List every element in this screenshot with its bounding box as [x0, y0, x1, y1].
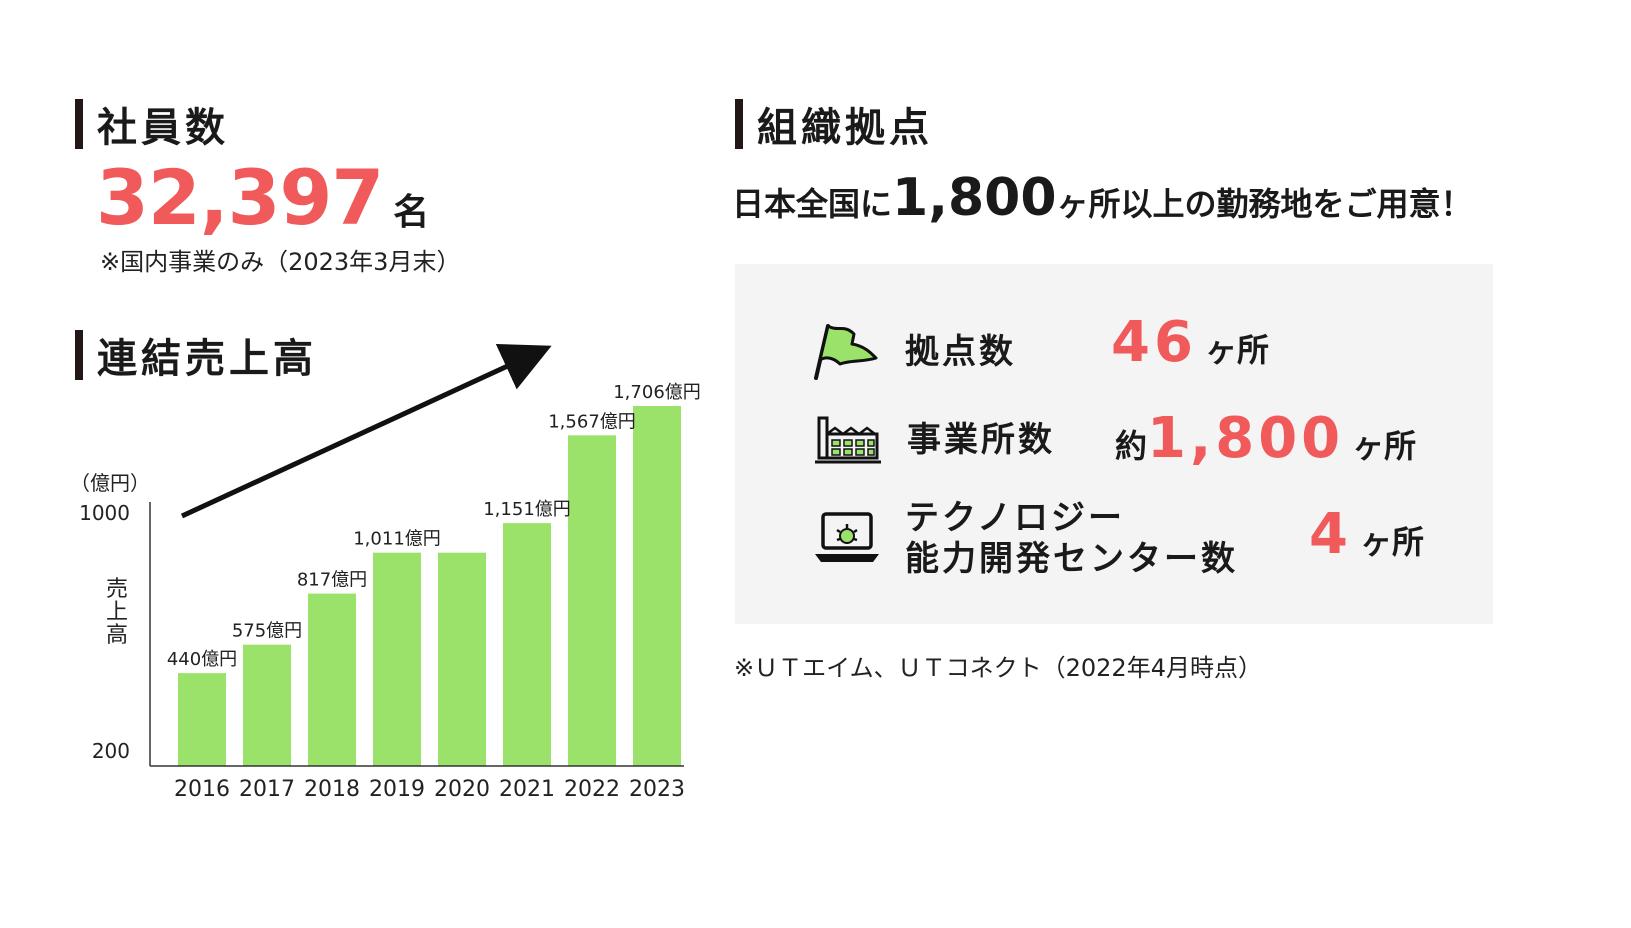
flag-icon: [814, 324, 878, 380]
stat-label-line1: テクノロジー: [905, 498, 1125, 538]
revenue-heading: 連結売上高: [75, 326, 317, 384]
labels-layer: 2016 440億円 2017 575億円 2018 817億円 2019 1,011億円 20…: [167, 382, 701, 802]
employee-note: ※国内事業のみ（2023年3月末）: [100, 248, 461, 276]
x-tick-2018: 2018: [304, 777, 360, 802]
bar-2021: [503, 523, 551, 766]
x-tick-2019: 2019: [369, 777, 425, 802]
employees-heading: 社員数: [75, 95, 229, 153]
x-tick-2022: 2022: [564, 777, 620, 802]
bar-2022: [568, 435, 616, 766]
locations-note: ※ＵＴエイム、ＵＴコネクト（2022年4月時点）: [734, 654, 1262, 682]
ytick-bottom: 200: [92, 739, 130, 763]
stat-unit-offices: ヶ所: [1352, 427, 1417, 465]
stat-offices: 約 1,800 ヶ所: [1115, 406, 1416, 471]
employee-count: 32,397 名: [96, 160, 429, 236]
stat-unit-bases: ヶ所: [1204, 331, 1269, 369]
bar-2017: [243, 644, 291, 766]
x-tick-2020: 2020: [434, 777, 490, 802]
subtitle-suffix: ヶ所以上の勤務地をご用意！: [1056, 185, 1473, 223]
locations-heading: 組織拠点: [735, 95, 933, 153]
stat-label-bases: 拠点数: [905, 332, 1016, 372]
stat-label-line2: 能力開発センター数: [905, 538, 1238, 579]
data-label-2016: 440億円: [167, 649, 237, 670]
revenue-chart: 2016 440億円 2017 575億円 2018 817億円 2019 1,011億円 20…: [70, 343, 701, 802]
data-label-2021: 1,151億円: [483, 499, 571, 520]
data-label-2022: 1,567億円: [548, 411, 636, 432]
x-tick-2016: 2016: [174, 777, 230, 802]
bar-2019: [373, 552, 421, 766]
ytick-top: 1000: [79, 501, 130, 525]
stat-tech-centers: 4 ヶ所: [1309, 502, 1424, 567]
employees-title: 社員数: [97, 105, 229, 151]
locations-subtitle: 日本全国に1,800ヶ所以上の勤務地をご用意！: [732, 168, 1473, 228]
stat-value-offices: 1,800: [1147, 406, 1345, 471]
revenue-title: 連結売上高: [97, 336, 317, 382]
stat-label-tech-centers: テクノロジー 能力開発センター数: [905, 498, 1238, 580]
bar-2018: [308, 593, 356, 766]
subtitle-value: 1,800: [892, 168, 1057, 228]
employee-count-value: 32,397: [96, 153, 384, 242]
locations-panel: 拠点数 46 ヶ所 事業所数 約 1,800 ヶ所: [735, 264, 1493, 624]
trend-arrow: [180, 343, 552, 519]
stat-bases: 46 ヶ所: [1111, 310, 1269, 375]
bars-layer: [178, 406, 681, 766]
stat-value-tech-centers: 4: [1309, 502, 1352, 567]
heading-bar: [75, 330, 83, 380]
x-tick-2021: 2021: [499, 777, 555, 802]
unit-label: （億円）: [70, 471, 150, 495]
heading-bar: [75, 99, 83, 149]
bar-2023: [633, 406, 681, 766]
x-tick-2017: 2017: [239, 777, 295, 802]
x-tick-2023: 2023: [629, 777, 685, 802]
bar-2020: [438, 552, 486, 766]
factory-icon: [815, 416, 881, 464]
stat-label-offices: 事業所数: [907, 420, 1055, 460]
subtitle-prefix: 日本全国に: [732, 185, 893, 223]
y-axis-label: 売上高: [106, 577, 128, 648]
heading-bar: [735, 99, 743, 149]
data-label-2019: 1,011億円: [353, 529, 441, 550]
data-label-2018: 817億円: [297, 570, 367, 591]
employee-count-unit: 名: [393, 192, 430, 233]
data-label-2017: 575億円: [232, 621, 302, 642]
laptop-gear-icon: [815, 512, 879, 562]
stat-unit-tech-centers: ヶ所: [1359, 523, 1424, 561]
locations-title: 組織拠点: [757, 105, 933, 151]
data-label-2023: 1,706億円: [613, 382, 701, 403]
stat-prefix-offices: 約: [1115, 427, 1148, 465]
bar-2016: [178, 673, 226, 766]
stat-value-bases: 46: [1111, 310, 1197, 375]
